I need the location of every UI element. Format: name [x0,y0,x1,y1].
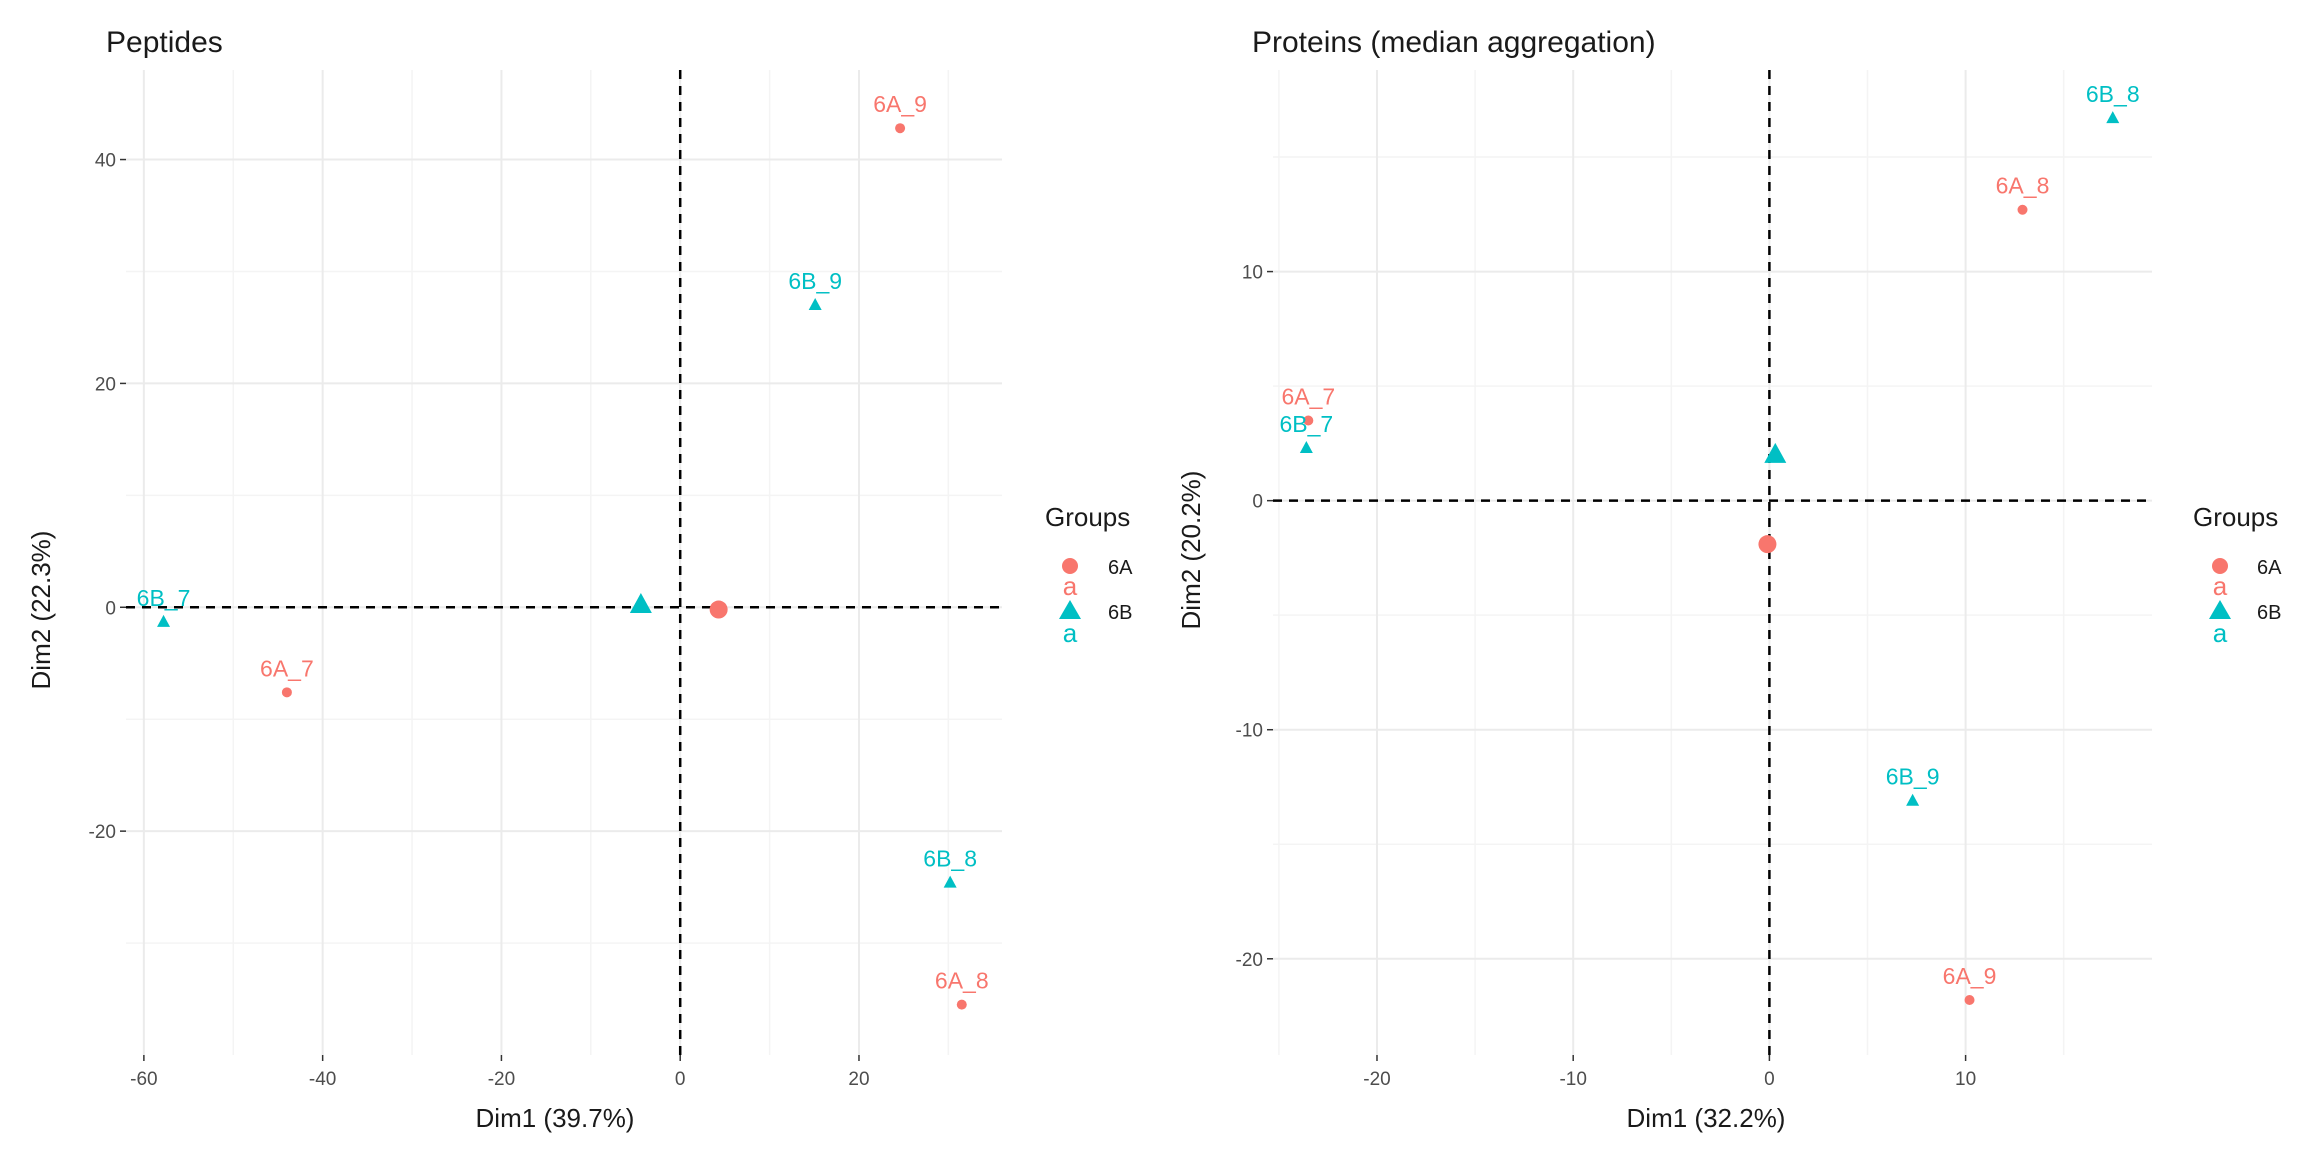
chart-title: Peptides [106,26,223,59]
y-tick-label: 40 [95,151,116,172]
x-tick-label: 10 [1955,1069,1976,1090]
x-tick-label: -60 [130,1069,157,1090]
legend-title: Groups [1045,502,1130,532]
centroid-6A [709,600,728,619]
point-6B_9 [1906,793,1920,806]
point-label-6A_7: 6A_7 [1281,383,1335,409]
point-6A_7 [1303,415,1314,426]
point-label-6B_7: 6B_7 [1279,411,1333,437]
legend-key-6A-glyph: a [2213,571,2228,601]
legend-label-6B: 6B [1108,602,1132,624]
y-tick-label: -10 [1236,721,1263,742]
point-6B_7 [1299,440,1313,453]
centroid-6A [1758,535,1777,554]
legend-key-6B-point [1059,600,1081,619]
tick-labels: -20 -10 0 10 -20 -10 0 10 [1236,263,1977,1090]
x-axis-title: Dim1 (39.7%) [476,1103,635,1133]
data-marks: 6A_9 6A_7 6A_8 6B_9 6B_7 6B_8 [137,91,989,1010]
data-marks: 6A_8 6A_7 6A_9 6B_8 6B_7 6B_9 [1279,81,2140,1006]
legend: Groups a 6A a 6B [1045,502,1133,648]
centroid-6B [629,593,652,614]
point-6A_9 [1964,995,1975,1006]
y-tick-label: 10 [1242,263,1263,284]
x-tick-label: 0 [675,1069,686,1090]
legend-key-6A-point [1062,558,1078,574]
y-axis-title: Dim2 (22.3%) [26,531,56,690]
x-tick-label: -10 [1559,1069,1586,1090]
point-label-6B_9: 6B_9 [788,268,842,294]
point-label-6A_9: 6A_9 [873,91,927,117]
reference-lines [1273,70,2152,1055]
point-6A_8 [956,999,967,1010]
point-label-6B_7: 6B_7 [137,585,191,611]
point-label-6A_8: 6A_8 [935,968,989,994]
x-axis-title: Dim1 (32.2%) [1627,1103,1786,1133]
legend: Groups a 6A a 6B [2193,502,2282,648]
point-6B_7 [157,614,171,627]
centroid-6B [1764,442,1787,463]
legend-key-6B-glyph: a [1063,618,1078,648]
legend-key-6A-point [2212,558,2228,574]
reference-lines [126,70,1002,1055]
panel-proteins: Proteins (median aggregation) 6A_86A_76A… [1176,26,2282,1133]
point-label-6A_9: 6A_9 [1943,963,1997,989]
legend-key-6A-glyph: a [1063,571,1078,601]
x-tick-label: -20 [488,1069,515,1090]
legend-key-6B-glyph: a [2213,618,2228,648]
point-6B_8 [943,875,957,888]
panel-peptides: Peptides 6A_9 6A_7 6A_8 6B_9 6B_7 6B_8 -60 -40… [26,26,1133,1133]
y-tick-label: 20 [95,374,116,395]
tick-labels: -60 -40 -20 0 20 -20 0 20 40 [89,151,870,1090]
y-tick-label: 0 [1252,492,1263,513]
point-6B_8 [2106,111,2120,124]
y-tick-label: -20 [1236,950,1263,971]
legend-label-6A: 6A [2257,557,2282,579]
legend-label-6B: 6B [2257,602,2281,624]
point-label-6B_8: 6B_8 [923,846,977,872]
y-axis-title: Dim2 (20.2%) [1176,471,1206,630]
legend-title: Groups [2193,502,2278,532]
chart-title: Proteins (median aggregation) [1252,26,1656,59]
x-tick-label: -20 [1363,1069,1390,1090]
point-6A_8 [2017,204,2028,215]
point-label-6A_7: 6A_7 [260,655,314,681]
y-tick-label: -20 [89,822,116,843]
y-tick-label: 0 [105,598,116,619]
x-tick-label: 20 [848,1069,869,1090]
x-tick-label: -40 [309,1069,336,1090]
plot-grid [126,70,1002,1055]
x-tick-label: 0 [1764,1069,1775,1090]
legend-label-6A: 6A [1108,557,1133,579]
point-label-6B_8: 6B_8 [2086,81,2140,107]
point-6A_9 [895,123,906,134]
point-6A_7 [281,687,292,698]
point-6B_9 [808,298,822,311]
legend-key-6B-point [2209,600,2231,619]
point-label-6B_9: 6B_9 [1886,764,1940,790]
point-label-6A_8: 6A_8 [1996,173,2050,199]
